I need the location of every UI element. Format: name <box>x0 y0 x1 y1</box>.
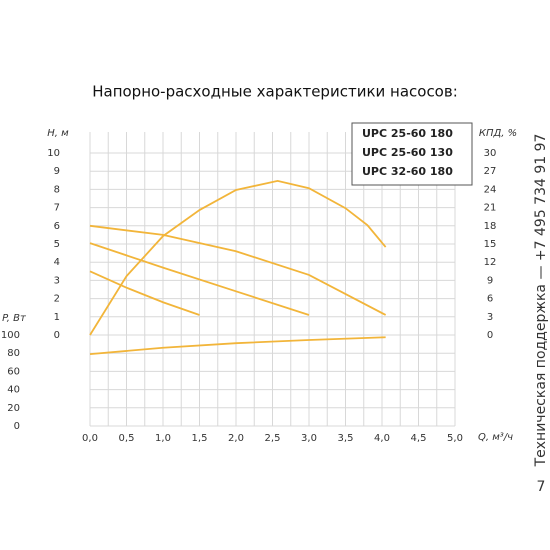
y2-tick-label: 27 <box>484 166 497 177</box>
y2-tick-label: 24 <box>484 184 497 195</box>
y2-tick-label: 3 <box>487 312 493 323</box>
y2-tick-label: 21 <box>484 203 497 214</box>
x-tick-label: 2,0 <box>228 433 244 444</box>
y2-tick-label: 0 <box>487 330 493 341</box>
y3-tick-label: 60 <box>7 366 20 377</box>
curve <box>89 270 200 316</box>
y-tick-label: 1 <box>54 312 60 323</box>
y-tick-label: 2 <box>54 294 60 305</box>
x-tick-label: 5,0 <box>447 433 463 444</box>
y-tick-label: 7 <box>54 203 60 214</box>
y3-tick-label: 40 <box>7 385 20 396</box>
y2-tick-label: 12 <box>484 257 497 268</box>
y-tick-label: 0 <box>54 330 60 341</box>
y2-tick-label: 6 <box>487 294 493 305</box>
page-number: 7 <box>537 479 546 495</box>
y-tick-label: 9 <box>54 166 60 177</box>
legend-entry: UPC 25-60 130 <box>362 146 453 159</box>
legend-entry: UPC 32-60 180 <box>362 165 453 178</box>
y3-tick-label: 100 <box>1 330 20 341</box>
chart-title: Напорно-расходные характеристики насосов… <box>92 83 458 101</box>
y2-tick-label: 30 <box>484 148 497 159</box>
x-tick-label: 2,5 <box>265 433 281 444</box>
y3-tick-label: 20 <box>7 403 20 414</box>
x-tick-label: 0,5 <box>119 433 135 444</box>
curve <box>89 179 387 336</box>
x-tick-label: 1,0 <box>155 433 171 444</box>
x-tick-label: 0,0 <box>82 433 98 444</box>
legend-entry: UPC 25-60 180 <box>362 127 453 140</box>
y2-axis-label: КПД, % <box>479 128 517 139</box>
x-tick-label: 3,0 <box>301 433 317 444</box>
y2-tick-label: 15 <box>484 239 497 250</box>
x-tick-label: 1,5 <box>192 433 208 444</box>
y3-axis-label: P, Вт <box>2 313 27 324</box>
y2-tick-label: 18 <box>484 221 497 232</box>
legend-box <box>351 122 473 186</box>
y-tick-label: 3 <box>54 275 60 286</box>
y2-tick-label: 9 <box>487 275 493 286</box>
y3-tick-label: 0 <box>14 421 20 432</box>
x-tick-label: 4,0 <box>374 433 390 444</box>
x-tick-label: 4,5 <box>411 433 427 444</box>
y-axis-label: H, м <box>47 128 69 139</box>
curve <box>89 224 387 316</box>
y-tick-label: 4 <box>54 257 60 268</box>
x-tick-label: 3,5 <box>338 433 354 444</box>
y-tick-label: 6 <box>54 221 60 232</box>
y3-tick-label: 80 <box>7 348 20 359</box>
side-note: Техническая поддержка — +7 495 734 91 97 <box>533 134 549 468</box>
y-tick-label: 5 <box>54 239 60 250</box>
curve <box>89 336 386 356</box>
y-tick-label: 10 <box>47 148 60 159</box>
curve <box>89 242 310 316</box>
x-axis-label: Q, м³/ч <box>478 432 513 443</box>
y-tick-label: 8 <box>54 184 60 195</box>
